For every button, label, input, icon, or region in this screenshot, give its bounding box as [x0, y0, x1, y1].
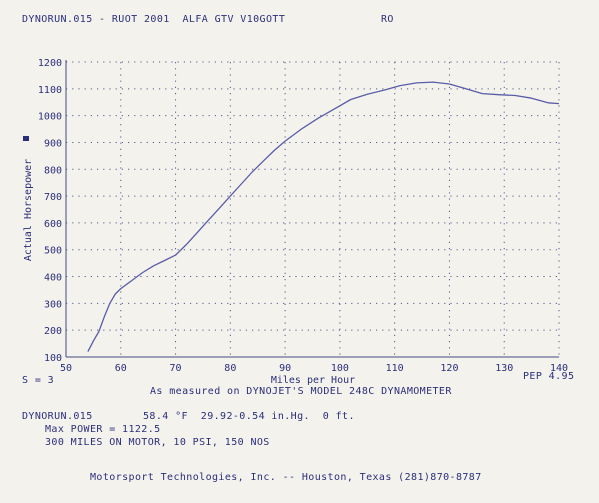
- run-file: DYNORUN.015: [22, 411, 93, 422]
- conditions: 58.4 °F 29.92-0.54 in.Hg. 0 ft.: [143, 411, 355, 422]
- y-tick-label: 300: [44, 299, 62, 310]
- x-tick-label: 90: [279, 363, 291, 374]
- company-line: Motorsport Technologies, Inc. -- Houston…: [90, 472, 482, 483]
- x-axis-title: Miles per Hour: [271, 375, 355, 386]
- smoothing-label: S = 3: [22, 375, 55, 386]
- chart-grid: [65, 60, 560, 358]
- measured-by: As measured on DYNOJET'S MODEL 248C DYNA…: [150, 386, 452, 397]
- y-tick-label: 400: [44, 273, 62, 284]
- chart-ticks: 50 60 70 80 90 100 110 120 130 140 100 200 300 400 500…: [38, 58, 568, 374]
- x-tick-label: 120: [440, 363, 458, 374]
- x-tick-label: 80: [224, 363, 236, 374]
- x-tick-label: 110: [386, 363, 404, 374]
- x-tick-label: 130: [495, 363, 513, 374]
- y-tick-label: 1000: [38, 112, 62, 123]
- x-tick-label: 100: [331, 363, 349, 374]
- max-power: Max POWER = 1122.5: [45, 424, 161, 435]
- series-line-horsepower: [87, 81, 560, 352]
- y-tick-label: 1100: [38, 85, 62, 96]
- y-tick-label: 800: [44, 165, 62, 176]
- x-tick-label: 60: [115, 363, 127, 374]
- y-tick-label: 700: [44, 192, 62, 203]
- y-tick-label: 1200: [38, 58, 62, 69]
- x-tick-label: 140: [550, 363, 568, 374]
- y-axis-title: Actual Horsepower: [23, 159, 34, 261]
- y-tick-label: 200: [44, 326, 62, 337]
- y-tick-label: 500: [44, 246, 62, 257]
- pep-label: PEP 4.95: [523, 371, 575, 382]
- series-layer: [87, 81, 560, 352]
- run-notes: 300 MILES ON MOTOR, 10 PSI, 150 NOS: [45, 437, 270, 448]
- x-tick-label: 70: [170, 363, 182, 374]
- y-tick-label: 600: [44, 219, 62, 230]
- run-title: DYNORUN.015 - RUOT 2001 ALFA GTV V10GOTT: [22, 14, 286, 25]
- run-code: RO: [381, 14, 394, 25]
- x-tick-label: 50: [60, 363, 72, 374]
- legend-marker: [23, 136, 29, 141]
- y-tick-label: 900: [44, 138, 62, 149]
- y-tick-label: 100: [44, 353, 62, 364]
